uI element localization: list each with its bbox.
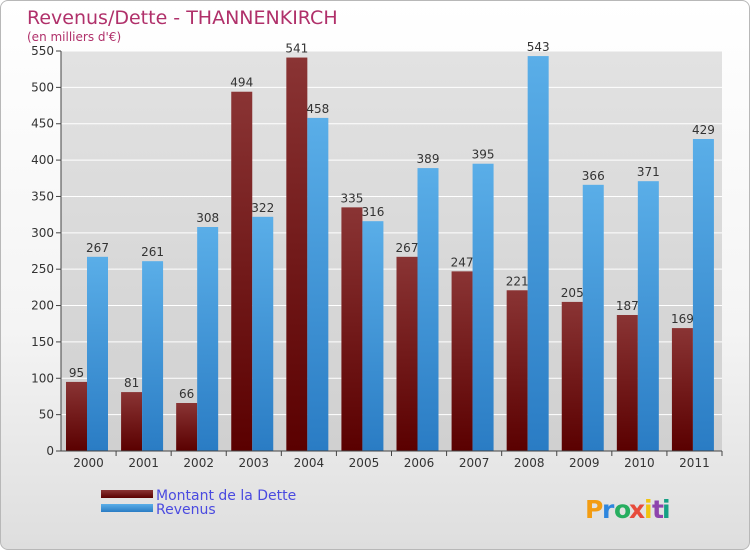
value-label: 389 (417, 152, 440, 166)
plot-area (61, 51, 722, 451)
value-label: 366 (582, 169, 605, 183)
value-label: 247 (451, 255, 474, 269)
value-label: 221 (506, 274, 529, 288)
bar-dette-2011 (671, 328, 693, 451)
x-tick-label-2000: 2000 (73, 456, 104, 470)
legend-label-debt: Montant de la Dette (156, 488, 296, 504)
bar-revenus-2004 (307, 117, 329, 451)
x-tick-label-2003: 2003 (239, 456, 270, 470)
x-tick-label-2004: 2004 (294, 456, 325, 470)
bar-dette-2003 (231, 91, 253, 452)
bar-dette-2005 (341, 207, 363, 451)
bar-revenus-2000 (87, 256, 108, 451)
legend-swatch-debt (101, 490, 153, 498)
y-tick-label: 450 (31, 117, 54, 131)
bar-dette-2002 (176, 403, 198, 451)
legend-label-revenus: Revenus (156, 502, 216, 518)
bar-dette-2010 (616, 315, 638, 451)
proxiti-logo: Pr oxi ti (585, 495, 671, 524)
logo-letter: x (629, 495, 645, 524)
bar-revenus-2007 (472, 163, 494, 451)
value-label: 543 (527, 40, 550, 54)
logo-letter: r (602, 495, 615, 524)
value-label: 261 (141, 245, 164, 259)
x-tick-label-2011: 2011 (679, 456, 710, 470)
bar-dette-2008 (506, 290, 528, 451)
y-tick-label: 50 (39, 408, 54, 422)
axes (60, 51, 722, 452)
chart-title: Revenus/Dette - THANNENKIRCH (27, 7, 338, 29)
bar-revenus-2001 (142, 261, 164, 451)
legend: Montant de la Dette Revenus (101, 488, 296, 518)
y-tick-label: 350 (31, 189, 54, 203)
x-tick-label-2006: 2006 (404, 456, 435, 470)
y-tick-label: 250 (31, 262, 54, 276)
value-label: 322 (251, 201, 274, 215)
logo-letter: i (644, 495, 653, 524)
bar-dette-2007 (451, 271, 473, 451)
x-tick-label-2007: 2007 (459, 456, 490, 470)
value-label: 316 (361, 205, 384, 219)
bar-revenus-2011 (692, 139, 714, 451)
value-label: 371 (637, 165, 660, 179)
y-tick-label: 550 (31, 44, 54, 58)
y-tick-label: 300 (31, 226, 54, 240)
bars (66, 56, 714, 452)
y-tick-label: 200 (31, 299, 54, 313)
x-tick-label-2009: 2009 (569, 456, 600, 470)
y-tick-label: 100 (31, 371, 54, 385)
value-label: 395 (472, 148, 495, 162)
bar-revenus-2010 (637, 181, 659, 451)
value-label: 308 (196, 211, 219, 225)
bar-dette-2006 (396, 256, 418, 451)
bar-revenus-2002 (197, 227, 219, 451)
x-tick-label-2005: 2005 (349, 456, 380, 470)
bar-dette-2000 (66, 381, 87, 451)
grid-lines (61, 50, 722, 416)
logo-letter: P (585, 495, 603, 524)
bar-revenus-2003 (252, 216, 274, 451)
bar-revenus-2008 (527, 56, 549, 451)
x-tick-label-2001: 2001 (128, 456, 159, 470)
logo-letter: t (652, 495, 664, 524)
chart-subtitle: (en milliers d'€) (27, 30, 121, 44)
bar-dette-2004 (286, 57, 308, 451)
x-tick-label-2010: 2010 (624, 456, 655, 470)
bar-revenus-2009 (582, 184, 604, 451)
bar-revenus-2005 (362, 221, 384, 451)
value-label: 267 (396, 241, 419, 255)
value-label: 494 (230, 76, 253, 90)
value-label: 335 (340, 191, 363, 205)
y-tick-label: 150 (31, 335, 54, 349)
value-label: 66 (179, 387, 194, 401)
x-tick-label-2008: 2008 (514, 456, 545, 470)
value-label: 429 (692, 123, 715, 137)
value-label: 81 (124, 376, 139, 390)
bar-dette-2001 (121, 392, 143, 451)
y-tick-label: 0 (46, 444, 54, 458)
value-label: 95 (69, 366, 84, 380)
value-label: 205 (561, 286, 584, 300)
bar-dette-2009 (561, 301, 583, 451)
logo-letter: i (662, 495, 671, 524)
value-label: 267 (86, 241, 109, 255)
value-label: 169 (671, 312, 694, 326)
x-tick-label-2002: 2002 (183, 456, 214, 470)
value-label: 187 (616, 299, 639, 313)
logo-letter: o (614, 495, 631, 524)
axis-ticks: 0 50 100 150 200 250 300 350 400 450 500 550 2000 200… (31, 44, 723, 470)
legend-swatch-revenus (101, 504, 153, 512)
value-label: 541 (285, 42, 308, 56)
bar-revenus-2006 (417, 168, 439, 451)
y-tick-label: 500 (31, 80, 54, 94)
value-label: 458 (306, 102, 329, 116)
y-tick-label: 400 (31, 153, 54, 167)
